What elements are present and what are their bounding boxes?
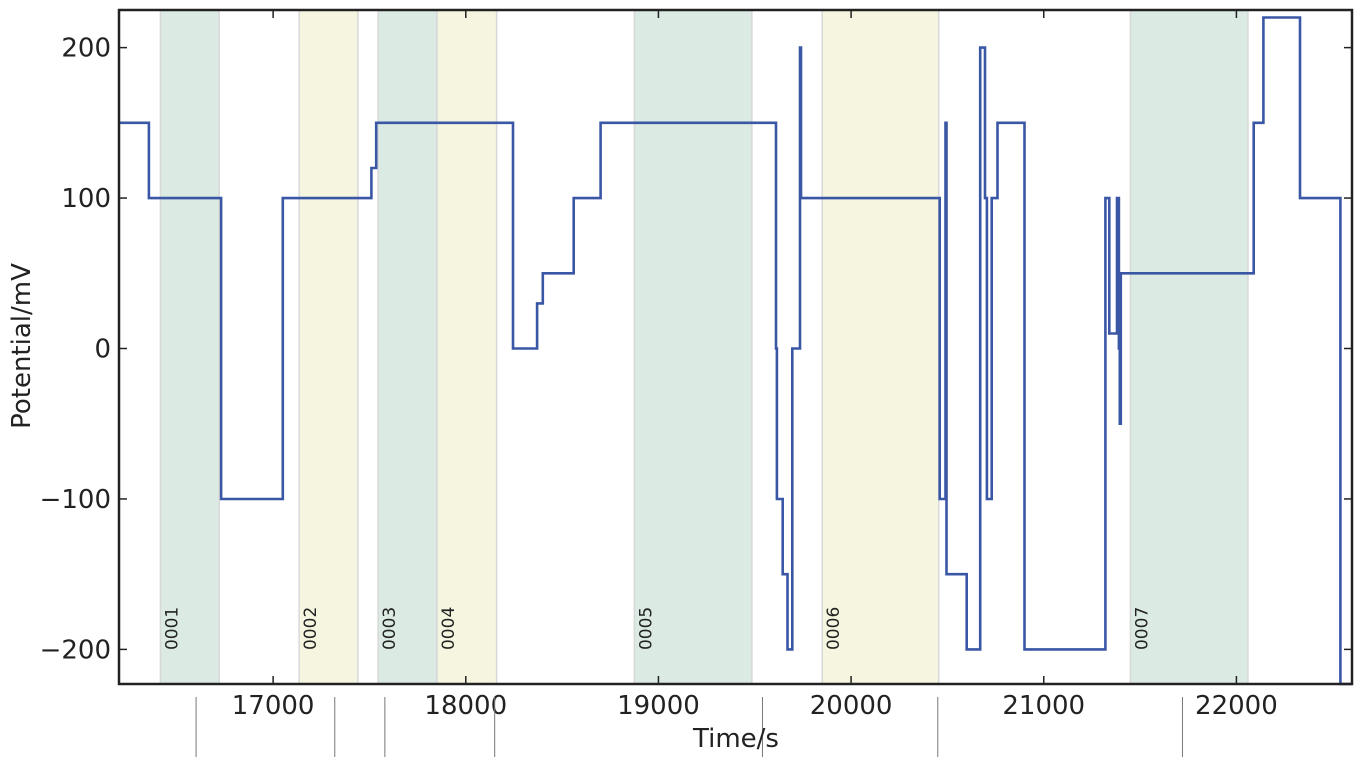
band-label-0006: 0006: [824, 607, 844, 650]
x-tick-label-18000: 18000: [424, 691, 507, 721]
x-tick-label-21000: 21000: [1002, 691, 1085, 721]
band-0006: [821, 9, 940, 685]
band-0001: [159, 9, 220, 685]
band-label-0001: 0001: [162, 607, 182, 650]
band-label-0002: 0002: [301, 607, 321, 650]
plot-frame: [117, 8, 1354, 686]
band-label-0004: 0004: [439, 607, 459, 650]
band-labels: 0001 0002 0003 0004 0005 0006 0007: [162, 607, 1152, 650]
y-tick-label-100: 100: [61, 184, 111, 214]
y-axis-label: Potential/mV: [7, 263, 37, 429]
x-axis-label: Time/s: [692, 724, 779, 754]
band-label-0007: 0007: [1132, 607, 1152, 650]
below-axis-markers: [195, 697, 1183, 757]
band-0003: [377, 9, 438, 685]
series-line: [119, 16, 1352, 686]
y-tick-label-200: 200: [61, 34, 111, 64]
band-0005: [633, 9, 753, 685]
time-bands: [159, 9, 1249, 685]
y-tick-label-0: 0: [94, 335, 111, 365]
band-0007: [1129, 9, 1249, 685]
y-tick-label--200: −200: [40, 635, 111, 665]
band-0004: [436, 9, 498, 685]
potential-trace: [119, 16, 1352, 686]
band-label-0005: 0005: [636, 607, 656, 650]
x-tick-label-20000: 20000: [810, 691, 893, 721]
axis-ticks: 17000 18000 19000 20000 21000 22000 200 100 0 −10…: [40, 10, 1352, 721]
x-tick-label-17000: 17000: [232, 691, 315, 721]
x-tick-label-19000: 19000: [617, 691, 700, 721]
band-0002: [298, 9, 359, 685]
x-tick-label-22000: 22000: [1195, 691, 1278, 721]
band-label-0003: 0003: [380, 607, 400, 650]
y-tick-label--100: −100: [40, 485, 111, 515]
